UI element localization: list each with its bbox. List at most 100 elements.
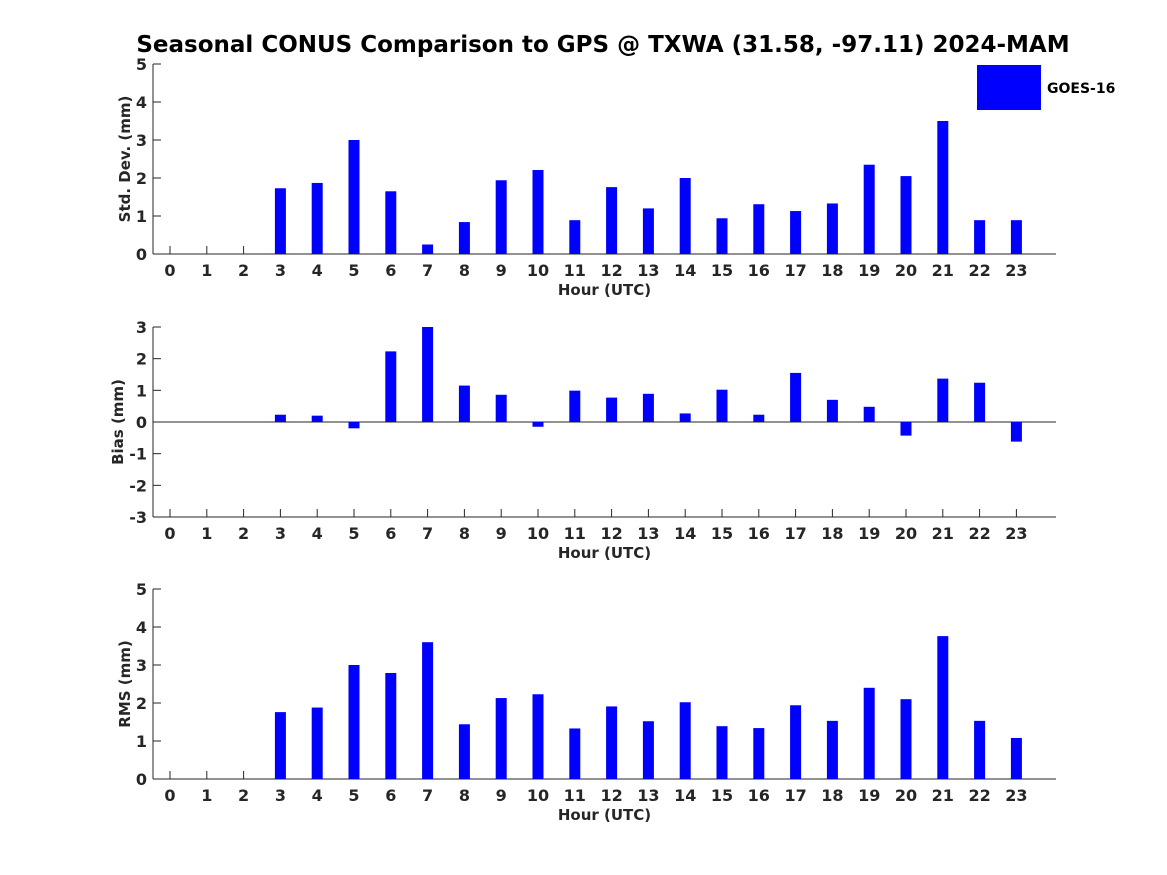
bias-y-tick-label: 2 (136, 350, 147, 369)
std-dev-bar (863, 164, 875, 254)
bias-y-label: Bias (mm) (109, 379, 127, 465)
rms-x-tick-label: 9 (496, 786, 507, 805)
std-dev-y-tick-label: 0 (136, 245, 147, 264)
rms-bar (422, 642, 434, 779)
std-dev-x-tick-label: 7 (422, 261, 433, 280)
rms-bar (937, 636, 949, 779)
bias-x-tick-label: 22 (968, 524, 990, 543)
rms-bar (532, 694, 544, 779)
std-dev-x-tick-label: 1 (201, 261, 212, 280)
chart-title: Seasonal CONUS Comparison to GPS @ TXWA … (136, 32, 1069, 58)
std-dev-bar (385, 191, 397, 254)
rms-y-tick-label: 1 (136, 732, 147, 751)
bias-bar (642, 393, 654, 422)
std-dev-bar (900, 176, 912, 254)
std-dev-bar (606, 187, 618, 254)
bias-x-tick-label: 10 (527, 524, 549, 543)
bias-y-tick-label: 3 (136, 318, 147, 337)
std-dev-x-tick-label: 16 (748, 261, 770, 280)
rms-bar (274, 712, 286, 779)
bias-bar (826, 399, 838, 422)
bias-bar (458, 385, 470, 422)
std-dev-y-tick-label: 4 (136, 93, 147, 112)
std-dev-y-label: Std. Dev. (mm) (116, 96, 134, 223)
rms-bar (458, 724, 470, 779)
bias-y-tick-label: -1 (129, 445, 147, 464)
bias-bar (606, 397, 618, 422)
rms-x-tick-label: 11 (564, 786, 586, 805)
std-dev-x-tick-label: 10 (527, 261, 549, 280)
rms-bar (900, 699, 912, 779)
std-dev-x-tick-label: 13 (637, 261, 659, 280)
std-dev-bar (790, 211, 802, 254)
rms-x-tick-label: 15 (711, 786, 733, 805)
legend-label: GOES-16 (1047, 81, 1115, 97)
std-dev-bar (937, 121, 949, 254)
std-dev-y-tick-label: 1 (136, 207, 147, 226)
bias-x-tick-label: 9 (496, 524, 507, 543)
bias-bar (495, 394, 507, 422)
rms-x-tick-label: 20 (895, 786, 917, 805)
std-dev-bar (753, 204, 765, 254)
std-dev-bar (679, 178, 691, 254)
std-dev-x-tick-label: 6 (385, 261, 396, 280)
std-dev-x-tick-label: 12 (600, 261, 622, 280)
std-dev-x-tick-label: 15 (711, 261, 733, 280)
rms-x-tick-label: 19 (858, 786, 880, 805)
rms-x-tick-label: 10 (527, 786, 549, 805)
std-dev-bar (422, 244, 434, 254)
rms-y-tick-label: 3 (136, 656, 147, 675)
legend: GOES-16 (977, 65, 1115, 110)
bias-bar (679, 413, 691, 422)
std-dev-x-label: Hour (UTC) (558, 281, 651, 299)
rms-y-tick-label: 0 (136, 770, 147, 789)
std-dev-x-tick-label: 2 (238, 261, 249, 280)
rms-y-tick-label: 2 (136, 694, 147, 713)
bias-x-tick-label: 7 (422, 524, 433, 543)
rms-bar (974, 720, 986, 779)
bias-x-tick-label: 21 (932, 524, 954, 543)
bias-y-tick-label: -2 (129, 476, 147, 495)
std-dev-bar (826, 203, 838, 254)
std-dev-y-tick-label: 2 (136, 169, 147, 188)
rms-y-tick-label: 5 (136, 580, 147, 599)
bias-x-tick-label: 3 (275, 524, 286, 543)
legend-swatch (977, 65, 1041, 110)
std-dev-x-tick-label: 8 (459, 261, 470, 280)
bias-x-tick-label: 8 (459, 524, 470, 543)
rms-bar (495, 698, 507, 779)
bias-bar (716, 389, 728, 422)
std-dev-bar (311, 182, 323, 254)
std-dev-bar (716, 218, 728, 254)
std-dev-x-tick-label: 22 (968, 261, 990, 280)
bias-bar (937, 378, 949, 422)
bias-bar (274, 414, 286, 422)
rms-bar (863, 687, 875, 779)
bias-bar (569, 390, 581, 422)
bias-y-tick-label: 1 (136, 381, 147, 400)
rms-bar (311, 707, 323, 779)
std-dev-x-tick-label: 23 (1005, 261, 1027, 280)
rms-bar (753, 728, 765, 779)
rms-x-tick-label: 7 (422, 786, 433, 805)
bias-bar (863, 406, 875, 422)
std-dev-x-tick-label: 14 (674, 261, 696, 280)
bias-x-tick-label: 11 (564, 524, 586, 543)
rms-x-tick-label: 17 (784, 786, 806, 805)
bias-x-tick-label: 6 (385, 524, 396, 543)
std-dev-x-tick-label: 11 (564, 261, 586, 280)
bias-bar (422, 327, 434, 422)
std-dev-x-tick-label: 19 (858, 261, 880, 280)
rms-x-tick-label: 18 (821, 786, 843, 805)
bias-bar (790, 372, 802, 422)
bias-x-tick-label: 12 (600, 524, 622, 543)
rms-y-tick-label: 4 (136, 618, 147, 637)
bias-bar (1010, 422, 1022, 442)
bias-x-tick-label: 16 (748, 524, 770, 543)
bias-x-tick-label: 19 (858, 524, 880, 543)
rms-x-tick-label: 16 (748, 786, 770, 805)
